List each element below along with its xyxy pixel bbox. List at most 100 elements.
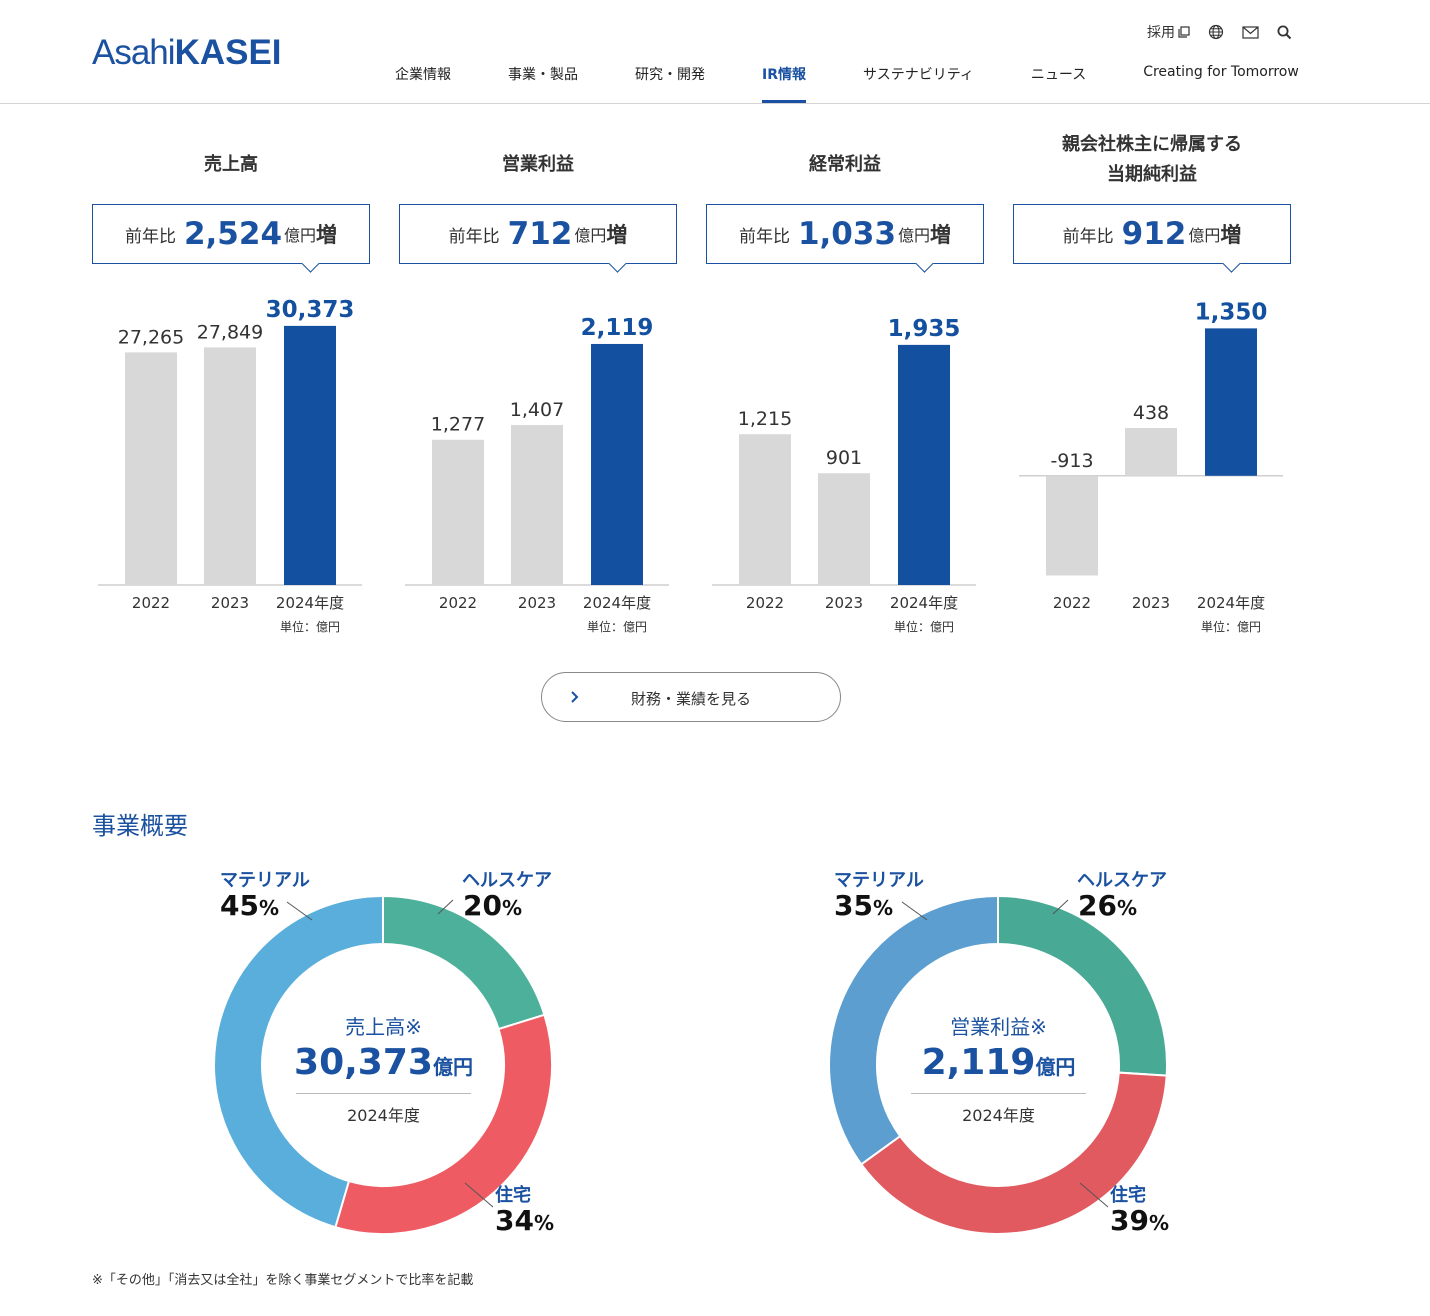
center-value: 2,119億円 <box>880 1042 1117 1083</box>
kpi-unit: 億円 <box>1188 226 1221 245</box>
center-value: 30,373億円 <box>265 1042 502 1083</box>
center-title: 営業利益※ <box>950 1015 1047 1039</box>
center-divider <box>911 1093 1086 1094</box>
kpi-net-sales: 売上高 前年比 2,524 億円増 27,265 2022 27,849 2023 30,3… <box>92 104 370 644</box>
nav-news[interactable]: ニュース <box>1030 67 1087 83</box>
segment-value: 26 <box>1078 889 1117 922</box>
center-number: 2,119 <box>921 1042 1036 1083</box>
segment-percent: 45% <box>220 892 310 920</box>
leader-line <box>901 901 928 921</box>
bar-value-label: 1,277 <box>431 414 485 436</box>
bar-value-label: 27,265 <box>118 326 184 348</box>
kpi-change-callout: 前年比 712 億円増 <box>399 204 677 264</box>
kpi-title-line1: 親会社株主に帰属する <box>1062 134 1242 155</box>
kpi-suffix: 増 <box>316 223 338 247</box>
percent-unit: % <box>872 896 894 920</box>
asahi-kasei-logo[interactable]: AsahiKASEI <box>92 33 282 73</box>
nav-research[interactable]: 研究・開発 <box>635 67 705 83</box>
category-label: 2024年度 <box>1197 594 1265 612</box>
kpi-prefix: 前年比 <box>1062 226 1114 247</box>
segment-value: 34 <box>495 1204 534 1237</box>
utility-nav: 採用 <box>1147 22 1292 42</box>
leader-line <box>1079 1182 1109 1208</box>
bar-value-label: 1,350 <box>1195 299 1268 325</box>
kpi-unit: 億円 <box>574 226 607 245</box>
percent-unit: % <box>258 896 280 920</box>
recruit-link[interactable]: 採用 <box>1147 22 1190 42</box>
button-label: 財務・業績を見る <box>630 690 751 708</box>
category-label: 2023 <box>518 594 556 612</box>
center-unit: 億円 <box>432 1055 473 1079</box>
category-label: 2024年度 <box>583 594 651 612</box>
segment-name: ヘルスケア <box>462 870 552 891</box>
search-icon <box>1277 25 1292 39</box>
bar-value-label: 1,407 <box>510 399 564 421</box>
kpi-net-income: 親会社株主に帰属する 当期純利益 前年比 912 億円増 -913 2022 438 20… <box>1013 104 1291 644</box>
donut-center: 売上高※ 30,373億円 2024年度 <box>265 1011 502 1126</box>
bar <box>1125 427 1177 476</box>
unit-note: 単位：億円 <box>1201 619 1261 634</box>
percent-unit: % <box>1116 896 1138 920</box>
language-button[interactable] <box>1208 24 1224 40</box>
bar-value-label: 27,849 <box>197 321 263 343</box>
contact-button[interactable] <box>1242 25 1259 39</box>
center-divider <box>296 1093 471 1094</box>
category-label: 2023 <box>1132 594 1170 612</box>
segment-percent: 39% <box>1110 1207 1169 1235</box>
donut-segment-material <box>828 894 999 1166</box>
bar-value-label: 30,373 <box>266 297 355 323</box>
kpi-unit: 億円 <box>284 226 317 245</box>
bar-value-label: 1,935 <box>888 316 961 342</box>
bar <box>432 439 484 585</box>
section-title: 事業概要 <box>92 812 188 840</box>
nav-creating-for-tomorrow[interactable]: Creating for Tomorrow <box>1143 64 1299 80</box>
segment-name: マテリアル <box>220 870 310 891</box>
nav-sustainability[interactable]: サステナビリティ <box>863 67 974 83</box>
bar <box>284 325 336 585</box>
kpi-prefix: 前年比 <box>448 226 500 247</box>
kpi-change-value: 912 <box>1121 216 1187 252</box>
bar <box>739 434 791 585</box>
nav-ir[interactable]: IR情報 <box>762 64 806 103</box>
kpi-title-line2: 当期純利益 <box>1107 164 1197 185</box>
nav-corporate[interactable]: 企業情報 <box>395 67 451 83</box>
bar <box>1046 475 1098 576</box>
percent-unit: % <box>501 896 523 920</box>
segment-name: ヘルスケア <box>1077 870 1167 891</box>
kpi-title: 売上高 <box>204 154 258 175</box>
category-label: 2022 <box>439 594 477 612</box>
bar <box>1205 328 1257 476</box>
bar-value-label: -913 <box>1050 450 1093 472</box>
segment-percent: 26% <box>1078 892 1167 920</box>
operating-income-composition-donut: マテリアル 35% ヘルスケア 26% 住宅 39% 営業利益※ 2,119億円… <box>790 858 1210 1258</box>
segment-label-homes: 住宅 39% <box>1110 1187 1169 1235</box>
category-label: 2022 <box>132 594 170 612</box>
kpi-title: 経常利益 <box>809 154 881 175</box>
search-button[interactable] <box>1277 25 1292 40</box>
chevron-right-icon <box>571 691 579 703</box>
leader-line <box>437 899 454 915</box>
unit-note: 単位：億円 <box>894 619 954 634</box>
logo-kasei: KASEI <box>174 33 282 72</box>
category-label: 2024年度 <box>276 594 344 612</box>
external-window-icon <box>1178 26 1190 38</box>
nav-business-products[interactable]: 事業・製品 <box>508 67 578 83</box>
segment-value: 35 <box>834 889 873 922</box>
center-year: 2024年度 <box>347 1106 420 1125</box>
leader-line <box>1052 899 1069 915</box>
view-financial-results-button[interactable]: 財務・業績を見る <box>541 672 841 722</box>
segment-name: 住宅 <box>1110 1185 1146 1206</box>
category-label: 2022 <box>746 594 784 612</box>
bar <box>898 344 950 585</box>
bar <box>818 473 870 585</box>
leader-line <box>464 1182 494 1208</box>
kpi-prefix: 前年比 <box>124 226 176 247</box>
donut-center: 営業利益※ 2,119億円 2024年度 <box>880 1011 1117 1126</box>
center-unit: 億円 <box>1035 1055 1076 1079</box>
kpi-title: 営業利益 <box>502 154 574 175</box>
kpi-change-value: 712 <box>507 216 573 252</box>
percent-unit: % <box>533 1211 555 1235</box>
